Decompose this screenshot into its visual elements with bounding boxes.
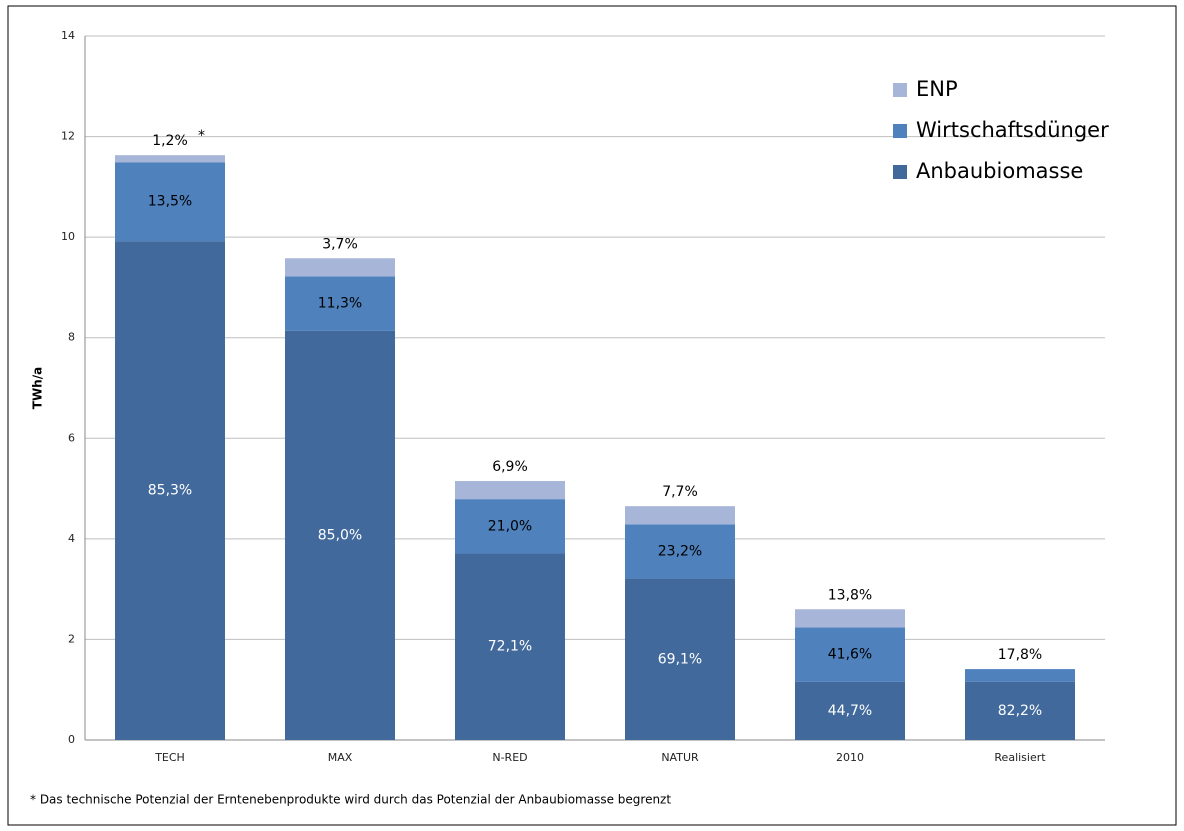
data-label: 17,8% xyxy=(998,647,1042,663)
y-tick-label: 8 xyxy=(68,331,75,344)
data-label: 1,2% xyxy=(152,133,188,149)
x-tick-label: MAX xyxy=(328,751,353,764)
y-tick-label: 14 xyxy=(61,29,75,42)
x-tick-label: Realisiert xyxy=(994,751,1046,764)
y-tick-label: 10 xyxy=(61,230,75,243)
footnote: * Das technische Potenzial der Erntenebe… xyxy=(30,793,671,807)
legend-label: Wirtschaftsdünger xyxy=(916,118,1109,142)
bar-segment xyxy=(455,481,565,500)
data-label: 41,6% xyxy=(828,647,872,663)
data-label: 13,8% xyxy=(828,587,872,603)
x-tick-label: 2010 xyxy=(836,751,864,764)
bar-segment xyxy=(285,258,395,277)
x-tick-label: NATUR xyxy=(661,751,699,764)
bar-segment xyxy=(965,669,1075,682)
data-label: 23,2% xyxy=(658,543,702,559)
y-tick-label: 2 xyxy=(68,632,75,645)
bar-segment xyxy=(115,162,225,242)
y-tick-label: 4 xyxy=(68,532,75,545)
y-tick-label: 6 xyxy=(68,431,75,444)
bar-segment xyxy=(455,553,565,740)
bar-segment xyxy=(285,330,395,740)
x-tick-label: TECH xyxy=(154,751,185,764)
data-label: 11,3% xyxy=(318,296,362,312)
legend-swatch xyxy=(893,124,907,138)
legend-swatch xyxy=(893,83,907,97)
bar-segment xyxy=(795,681,905,740)
data-label: 3,7% xyxy=(322,236,358,252)
x-tick-label: N-RED xyxy=(492,751,527,764)
data-label: 69,1% xyxy=(658,651,702,667)
data-label: 13,5% xyxy=(148,194,192,210)
data-label: 72,1% xyxy=(488,639,532,655)
legend-label: Anbaubiomasse xyxy=(916,159,1083,183)
data-label: 85,3% xyxy=(148,483,192,499)
data-label: 7,7% xyxy=(662,484,698,500)
footnote-marker: * xyxy=(198,128,205,144)
data-label: 21,0% xyxy=(488,518,532,534)
bar-segment xyxy=(115,155,225,163)
data-label: 6,9% xyxy=(492,459,528,475)
y-axis-label: TWh/a xyxy=(31,367,45,409)
y-tick-label: 0 xyxy=(68,733,75,746)
bar-segment xyxy=(455,499,565,554)
legend-swatch xyxy=(893,165,907,179)
bar-segment xyxy=(625,506,735,525)
bar-segment xyxy=(625,524,735,579)
bar-segment xyxy=(285,276,395,331)
y-tick-label: 12 xyxy=(61,130,75,143)
legend-label: ENP xyxy=(916,77,958,101)
data-label: 85,0% xyxy=(318,527,362,543)
bar-segment xyxy=(795,609,905,628)
data-label: 44,7% xyxy=(828,703,872,719)
bar-segment xyxy=(625,578,735,740)
bar-segment xyxy=(965,681,1075,740)
bar-segment xyxy=(795,627,905,682)
bar-segment xyxy=(115,241,225,740)
data-label: 82,2% xyxy=(998,703,1042,719)
